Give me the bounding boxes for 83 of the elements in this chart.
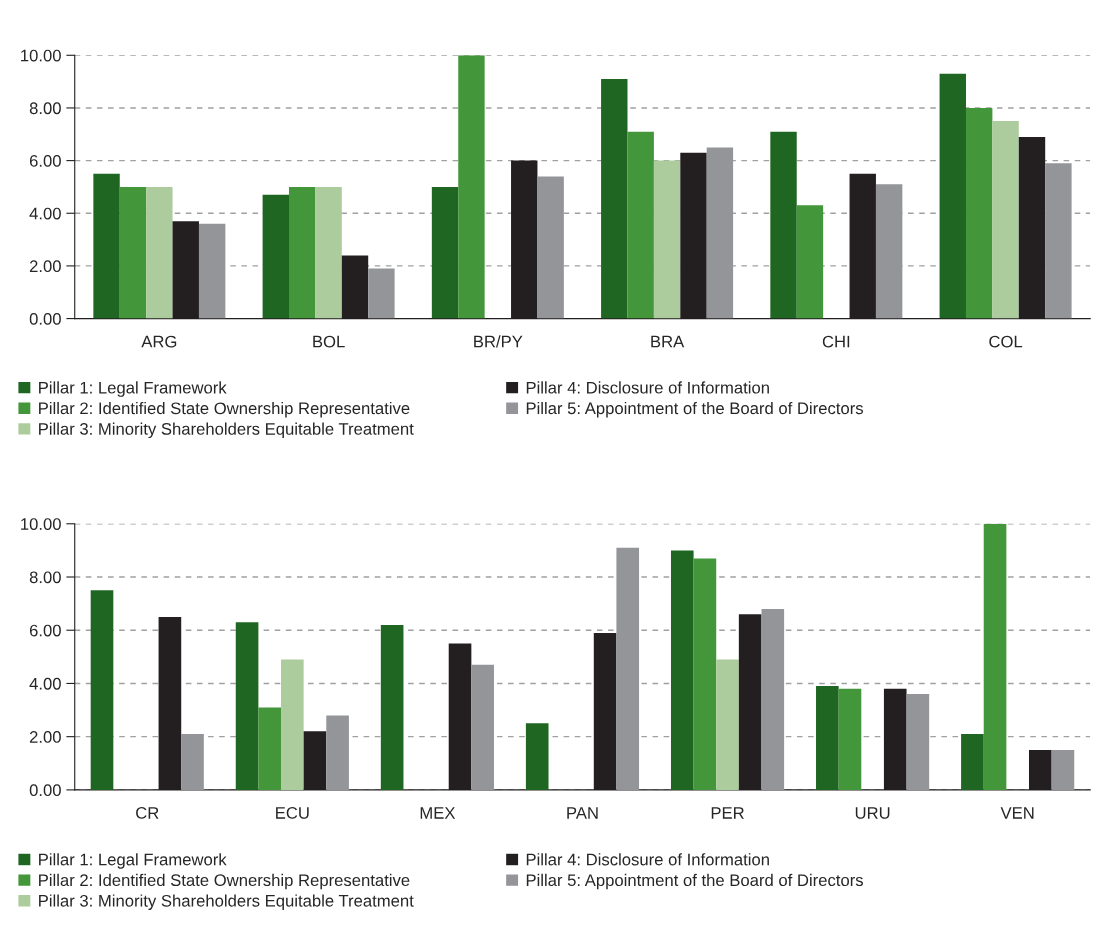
bar — [838, 688, 862, 790]
legend-label: Pillar 4: Disclosure of Information — [526, 381, 769, 394]
legend-label: Pillar 3: Minority Shareholders Equitable Treatment — [39, 894, 414, 910]
y-tick-label: 10.00 — [21, 518, 61, 530]
bar — [471, 664, 494, 790]
y-tick-label: 6.00 — [29, 155, 61, 167]
bar — [326, 715, 349, 790]
legend-label: Pillar 3: Minority Shareholders Equitable Treatment — [39, 422, 414, 439]
x-tick-label: PER — [711, 807, 744, 819]
legend-label: Pillar 1: Legal Framework — [39, 381, 227, 397]
bar — [965, 107, 993, 319]
bar — [380, 624, 404, 790]
bar — [368, 268, 395, 319]
bar — [511, 160, 538, 319]
y-tick-label: 8.00 — [29, 102, 61, 115]
y-tick-label: 2.00 — [29, 260, 61, 273]
x-tick-label: PAN — [567, 807, 598, 819]
bar — [961, 734, 984, 790]
x-tick-label: BR/PY — [474, 335, 523, 348]
bar — [258, 707, 282, 790]
x-tick-label: CR — [136, 807, 159, 819]
y-tick-label: 0.00 — [29, 784, 61, 797]
bar — [670, 550, 694, 790]
x-tick-label: BOL — [313, 335, 345, 348]
legend-label: Pillar 4: Disclosure of Information — [526, 853, 769, 866]
bar — [627, 131, 654, 319]
bar — [93, 173, 120, 319]
legend-label: Pillar 1: Legal Framework — [39, 853, 227, 869]
legend-label: Pillar 2: Identified State Ownership Representative — [39, 401, 410, 418]
bar — [90, 590, 114, 790]
bar — [616, 547, 640, 790]
bar — [1051, 749, 1075, 790]
bar — [716, 659, 739, 790]
x-tick-label: MEX — [420, 807, 456, 819]
bar — [289, 186, 316, 319]
bar — [906, 694, 930, 790]
y-tick-label: 4.00 — [29, 677, 61, 690]
y-tick-label: 2.00 — [29, 731, 61, 743]
bar — [939, 73, 966, 319]
bar — [816, 686, 839, 790]
bar — [849, 173, 876, 319]
bar — [680, 152, 707, 319]
x-tick-label: ARG — [141, 335, 177, 348]
x-tick-label: COL — [989, 335, 1023, 348]
bar — [693, 558, 717, 790]
x-tick-label: URU — [855, 807, 890, 819]
x-tick-label: ECU — [276, 807, 309, 819]
bar — [761, 608, 785, 790]
x-tick-label: BRA — [651, 335, 685, 348]
bar — [706, 147, 734, 319]
legend-label: Pillar 5: Appointment of the Board of Directors — [526, 873, 863, 890]
y-tick-label: 4.00 — [29, 207, 61, 220]
bar — [525, 723, 549, 790]
bar — [431, 186, 459, 319]
bar — [601, 78, 628, 319]
bar — [341, 255, 369, 319]
bar — [992, 121, 1019, 319]
bar — [458, 55, 485, 319]
bar — [1045, 163, 1072, 319]
legend-label: Pillar 5: Appointment of the Board of Directors — [526, 401, 863, 418]
y-tick-label: 8.00 — [29, 571, 61, 584]
bar — [875, 184, 903, 319]
bar — [146, 186, 173, 319]
bar — [119, 186, 147, 319]
bar — [983, 523, 1007, 790]
bar — [653, 160, 681, 319]
bar — [537, 176, 564, 319]
legend-label: Pillar 2: Identified State Ownership Representative — [39, 873, 410, 890]
bar — [315, 186, 342, 319]
bar — [262, 194, 289, 319]
y-tick-label: 0.00 — [29, 312, 61, 325]
x-tick-label: VEN — [1000, 807, 1034, 819]
bar — [172, 221, 199, 319]
x-tick-label: CHI — [822, 335, 850, 348]
bar — [770, 131, 797, 319]
bar — [1018, 136, 1046, 319]
y-tick-label: 6.00 — [29, 624, 61, 637]
bar — [181, 734, 204, 790]
bar — [235, 622, 259, 790]
y-tick-label: 10.00 — [21, 49, 61, 62]
bar — [198, 223, 226, 319]
bar — [796, 205, 824, 319]
bar — [281, 659, 304, 790]
